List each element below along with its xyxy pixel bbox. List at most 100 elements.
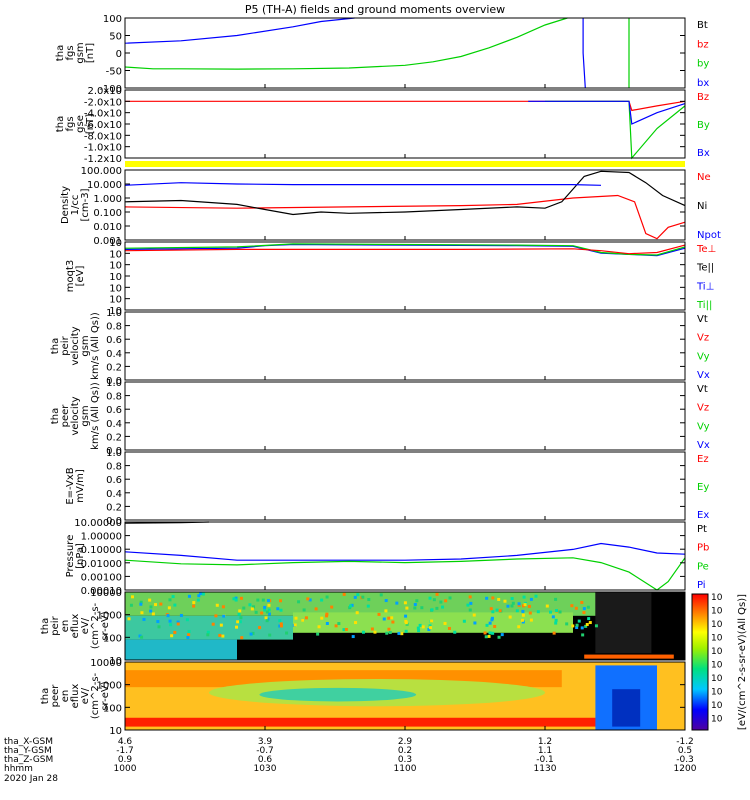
speckle [187,633,190,636]
speckle [356,593,359,596]
series-line-Pi [125,544,685,561]
legend-bz: bz [697,39,709,50]
speckle [488,635,491,638]
speckle [581,626,584,629]
status-bar-yellow [125,161,685,167]
speckle [306,597,309,600]
speckle [509,616,512,619]
speckle [530,619,533,622]
series-line-bx [583,18,585,88]
speckle [362,631,365,634]
speckle [521,610,524,613]
speckle [405,630,408,633]
colorbar-tick: 10 [711,701,723,711]
speckle [417,629,420,632]
speckle [433,598,436,601]
panels: 100500-50-100tha fgs gsm [nT]Btbzbybx2.0x10… [40,14,748,737]
legend-Ey: Ey [697,482,709,493]
speckle [390,616,393,619]
legend-Pe: Pe [697,561,709,572]
speckle [404,615,407,618]
speckle [320,599,323,602]
y-axis-label-line: sr-eV) [100,611,111,640]
speckle [587,617,590,620]
spectrogram [125,592,685,660]
speckle [170,634,173,637]
y-tick-label: 0.100 [93,208,122,219]
speckle [222,605,225,608]
speckle [589,621,592,624]
speckle [501,633,504,636]
colorbar: 10101010101010101010 [eV/(cm^2-s-sr-eV)(A… [692,593,748,730]
speckle [444,599,447,602]
speckle [419,624,422,627]
speckle [207,631,210,634]
speckle [491,632,494,635]
speckle [337,622,340,625]
legend-Vt: Vt [697,384,708,395]
speckle [578,620,581,623]
y-tick-label: 10 [109,261,122,272]
speckle [429,626,432,629]
legend-Ti||: Ti|| [696,300,712,311]
y-axis-label: tha peir en eflux eV/(cm^2-s-sr-eV) [40,602,111,649]
speckle [326,622,329,625]
y-tick-label: 1.0 [106,378,122,389]
y-axis-label: tha fgs gse [nT] [55,114,96,134]
legend-Pt: Pt [697,524,707,535]
legend-bx: bx [697,78,709,89]
y-tick-label: 50 [109,32,122,43]
speckle [453,631,456,634]
panel-frame [125,382,685,450]
speckle [484,631,487,634]
y-tick-label: 2.0x10 [87,86,122,97]
speckle [316,633,319,636]
speckle [565,622,568,625]
speckle [491,610,494,613]
speckle [385,599,388,602]
speckle [197,599,200,602]
speckle [466,604,469,607]
y-tick-label: 10 [109,238,122,249]
speckle [586,623,589,626]
speckle [512,602,515,605]
legend-Pb: Pb [697,543,709,554]
speckle [534,595,537,598]
spectrogram-block [259,688,416,702]
speckle [218,634,221,637]
speckle [373,631,376,634]
legend-Vx: Vx [697,440,710,451]
speckle [524,603,527,606]
speckle [166,614,169,617]
y-tick-label: 10 [109,249,122,260]
speckle [516,609,519,612]
panel-4: 10101010101010moqt3 [eV]Te⊥Te||Ti⊥Ti|| [65,238,716,317]
speckle [169,620,172,623]
y-tick-label: 1.00000 [81,532,122,543]
speckle [238,613,241,616]
y-axis-label: tha peir velocity gsm km/s (All Qs)) [50,312,101,380]
speckle [498,636,501,639]
legend-Bt: Bt [697,20,708,31]
spectrogram-block [125,718,607,727]
y-tick-label: 0.6 [106,475,122,486]
y-tick-label: 1.000 [93,194,122,205]
speckle [387,628,390,631]
speckle [356,611,359,614]
spectrogram-block [584,655,674,659]
x-axis-labels: tha_X-GSM 4.6 3.9 2.9 1.2 -1.2tha_Y-GSM -1.7 -0… [4,737,697,784]
y-tick-label: 0.8 [106,322,122,333]
y-tick-label: 0.4 [106,349,122,360]
colorbar-tick: 10 [711,688,723,698]
speckle [387,617,390,620]
axis-row-label: hhmm [4,764,33,774]
speckle [415,599,418,602]
speckle [177,622,180,625]
speckle [400,632,403,635]
speckle [343,593,346,596]
speckle [491,596,494,599]
speckle [173,604,176,607]
speckle [503,600,506,603]
speckle [583,607,586,610]
